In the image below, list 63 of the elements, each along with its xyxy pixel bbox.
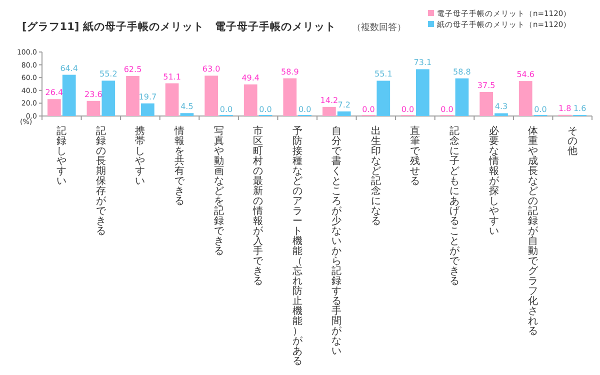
- data-label: 0.0: [298, 105, 312, 114]
- x-tick-label: その他: [567, 126, 578, 157]
- bar: [48, 99, 61, 116]
- category-label: 記録の長期保存ができる: [96, 126, 106, 237]
- data-label: 37.5: [477, 81, 496, 90]
- data-label: 1.8: [558, 104, 572, 113]
- bar: [322, 106, 336, 116]
- data-label: 14.2: [320, 96, 338, 105]
- x-tick-label: 直筆で残せる: [410, 125, 422, 187]
- category-label: 記念に子どもにあげることができる: [450, 126, 460, 287]
- data-label: 55.1: [374, 70, 392, 79]
- data-label: 0.0: [220, 105, 233, 114]
- chart-subtitle: （複数回答）: [352, 22, 406, 33]
- bar: [337, 111, 351, 116]
- data-label: 4.5: [180, 102, 194, 112]
- bar: [494, 113, 508, 116]
- data-label: 0.0: [362, 105, 375, 114]
- bar: [141, 103, 154, 116]
- bar: [416, 69, 430, 116]
- bar: [204, 76, 218, 116]
- bar: [126, 76, 140, 116]
- bar: [283, 78, 297, 116]
- data-label: 73.1: [414, 58, 432, 68]
- bar: [86, 100, 100, 116]
- category-label: 自分で書くところが少ないから記録する手間がない: [332, 126, 342, 357]
- x-tick-label: 記録しやすい: [56, 125, 67, 187]
- category-label: 予防接種などのアラート機能（忘れ防止機能）がある: [292, 126, 302, 367]
- data-label: 51.1: [163, 72, 181, 82]
- data-label: 0.0: [534, 105, 547, 114]
- data-label: 62.5: [124, 65, 142, 74]
- category-label: 写真や動画などを記録できる: [214, 126, 224, 257]
- bar: [180, 113, 194, 116]
- x-tick-label: 携帯しやすい: [135, 125, 146, 187]
- data-label: 58.9: [280, 67, 299, 76]
- data-label: 26.4: [45, 88, 64, 98]
- chart-title: [グラフ11] 紙の母子手帳のメリット 電子母子手帳のメリット: [22, 20, 336, 33]
- data-label: 19.7: [138, 92, 157, 102]
- data-label: 23.6: [84, 90, 102, 99]
- data-label: 58.8: [453, 67, 471, 76]
- data-label: 4.3: [494, 102, 508, 112]
- x-tick-label: 情報を共有できる: [174, 125, 186, 207]
- bar: [165, 83, 179, 116]
- data-label: 64.4: [60, 64, 78, 73]
- data-label: 55.2: [99, 70, 118, 79]
- bar: [244, 84, 258, 116]
- data-label: 1.6: [573, 104, 586, 113]
- bar: [102, 80, 116, 116]
- category-label: 市区町村の最新の情報が入手できる: [253, 126, 264, 287]
- data-label: 0.0: [259, 105, 272, 114]
- category-label: 必要な情報が探しやすい: [488, 126, 499, 237]
- bar: [518, 81, 532, 116]
- data-label: 7.2: [338, 100, 350, 110]
- bar: [376, 80, 390, 116]
- category-label: 出生印など記念になる: [370, 126, 381, 227]
- bar: [480, 92, 493, 116]
- bar: [62, 74, 76, 116]
- category-label: 体重や成長などの記録が自動でグラフ化される: [528, 126, 538, 337]
- data-label: 0.0: [440, 105, 454, 114]
- data-label: 54.6: [516, 70, 535, 80]
- data-label: 0.0: [401, 105, 414, 114]
- data-label: 49.4: [242, 73, 260, 82]
- bar: [455, 78, 469, 116]
- data-label: 63.0: [202, 64, 220, 74]
